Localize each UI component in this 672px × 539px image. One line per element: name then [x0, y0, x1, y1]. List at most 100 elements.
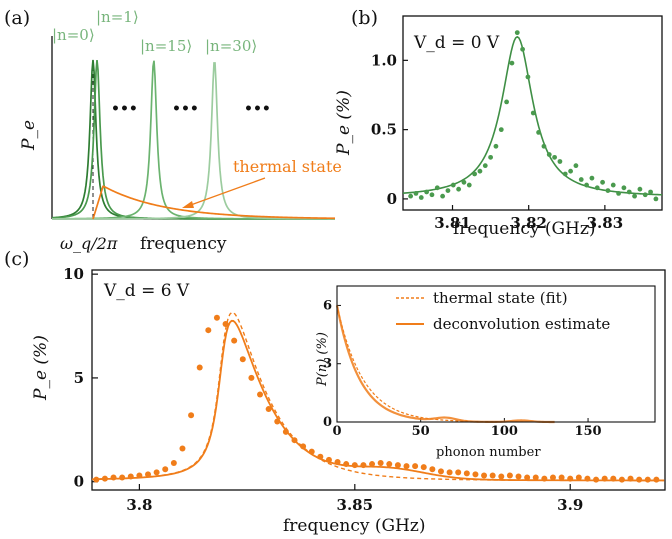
- b-data-point-29: [562, 171, 568, 177]
- b-data-point-3: [424, 189, 430, 195]
- b-data-point-38: [610, 182, 616, 188]
- c-data-point-11: [188, 412, 195, 419]
- label-n0: |n=0⟩: [52, 26, 95, 44]
- b-data-point-45: [648, 189, 653, 195]
- b-data-point-12: [472, 171, 478, 177]
- inset-thermal-curve: [336, 305, 538, 423]
- c-data-point-53: [549, 474, 556, 481]
- b-data-point-2: [418, 195, 424, 200]
- c-ytick-label-0: 0: [74, 473, 84, 491]
- c-data-point-49: [515, 473, 522, 480]
- c-data-point-58: [593, 476, 600, 483]
- c-data-point-10: [179, 445, 186, 452]
- c-data-point-39: [429, 466, 436, 473]
- axis-b-ylabel: P_e (%): [334, 90, 354, 156]
- panel-c: (c) 3.8 3.85 3.9 0 5 10 V_d = 6 V frequency (…: [4, 248, 666, 536]
- x-marker-label: ω_q/2π: [60, 234, 118, 253]
- b-data-point-21: [520, 46, 525, 52]
- thermal-state-curve: [92, 185, 336, 220]
- c-data-point-23: [291, 437, 298, 444]
- b-data-point-0: [408, 193, 414, 199]
- c-data-point-22: [282, 428, 289, 435]
- c-data-point-57: [584, 475, 591, 482]
- c-data-point-4: [127, 473, 134, 480]
- c-data-point-17: [239, 356, 246, 363]
- b-data-point-18: [504, 99, 509, 105]
- inset-xlabel: phonon number: [436, 445, 541, 460]
- thermal-arrow-head: [182, 201, 194, 208]
- b-data-point-23: [530, 110, 536, 116]
- c-data-point-3: [119, 474, 126, 481]
- c-data-point-43: [463, 470, 470, 477]
- frame-b: [402, 15, 663, 211]
- b-ytick-label-1: 0.5: [371, 121, 397, 139]
- panel-a: (a) |n=0⟩ |n=1⟩ |n=15⟩ |n=30⟩ thermal st…: [4, 7, 342, 254]
- annotation-b: V_d = 0 V: [413, 33, 500, 53]
- b-ytick-label-0: 0: [387, 190, 397, 208]
- b-data-point-44: [642, 192, 648, 198]
- c-data-point-54: [558, 474, 565, 481]
- c-data-point-24: [300, 443, 307, 450]
- c-data-point-47: [498, 473, 505, 480]
- b-data-point-43: [637, 186, 643, 192]
- b-data-point-10: [461, 179, 467, 185]
- c-data-point-5: [136, 472, 143, 479]
- inset-ytick-label-0: 0: [323, 415, 332, 430]
- b-data-point-19: [509, 60, 515, 66]
- inset-xtick-label-0: 0: [332, 424, 341, 439]
- b-data-point-15: [488, 154, 493, 160]
- c-data-point-45: [481, 472, 488, 479]
- c-data-point-19: [257, 391, 264, 398]
- frame-c: [91, 269, 666, 491]
- c-data-point-15: [222, 320, 229, 327]
- c-data-point-51: [532, 474, 539, 481]
- b-data-point-4: [429, 192, 435, 198]
- c-data-point-31: [360, 462, 367, 469]
- c-data-point-25: [308, 448, 315, 455]
- c-ytick-label-1: 5: [74, 369, 84, 387]
- ellipsis-2: •••: [172, 101, 199, 117]
- axis-a-ylabel: P_e: [19, 120, 39, 151]
- c-ytick-label-2: 10: [63, 265, 84, 283]
- resonance-curve-3: [52, 62, 335, 220]
- b-data-point-42: [632, 193, 637, 199]
- axis-c-ylabel: P_e (%): [31, 335, 51, 401]
- c-data-point-13: [205, 327, 212, 334]
- c-data-point-50: [524, 474, 531, 481]
- inset-xtick-label-3: 150: [574, 424, 601, 439]
- label-n1: |n=1⟩: [96, 8, 139, 26]
- b-data-point-28: [557, 159, 563, 164]
- panel-label-b: (b): [351, 7, 378, 29]
- b-data-point-1: [413, 190, 419, 196]
- label-n15: |n=15⟩: [140, 37, 192, 55]
- c-xtick-label-2: 3.9: [557, 496, 583, 514]
- ellipsis-3: •••: [244, 101, 271, 117]
- inset-frame: [336, 285, 656, 423]
- c-data-point-1: [101, 475, 108, 482]
- panel-b: (b) 3.81 3.82 3.83 0 0.5 1.0 V_d = 0 V freque…: [334, 7, 663, 239]
- inset-deconvolution-curve: [335, 305, 555, 424]
- panel-label-a: (a): [4, 7, 30, 29]
- c-data-point-21: [274, 418, 281, 425]
- resonance-curve-0: [51, 59, 335, 220]
- b-data-point-37: [605, 188, 611, 194]
- b-data-point-8: [450, 182, 456, 188]
- c-data-point-59: [601, 475, 608, 482]
- inset-background: [335, 282, 657, 444]
- c-data-point-34: [386, 461, 393, 468]
- b-data-point-31: [573, 163, 579, 169]
- c-data-point-6: [145, 471, 152, 478]
- c-data-point-12: [196, 364, 203, 371]
- b-data-point-14: [482, 163, 488, 169]
- c-data-point-26: [317, 453, 324, 460]
- annotation-c: V_d = 6 V: [103, 281, 190, 301]
- c-xtick-label-1: 3.85: [337, 496, 374, 514]
- c-data-point-41: [446, 469, 453, 476]
- b-data-point-25: [541, 143, 547, 149]
- b-data-point-36: [600, 179, 605, 185]
- c-data-point-38: [420, 464, 427, 471]
- c-data-point-18: [248, 374, 255, 381]
- c-data-point-55: [567, 475, 574, 482]
- b-data-point-33: [584, 182, 589, 188]
